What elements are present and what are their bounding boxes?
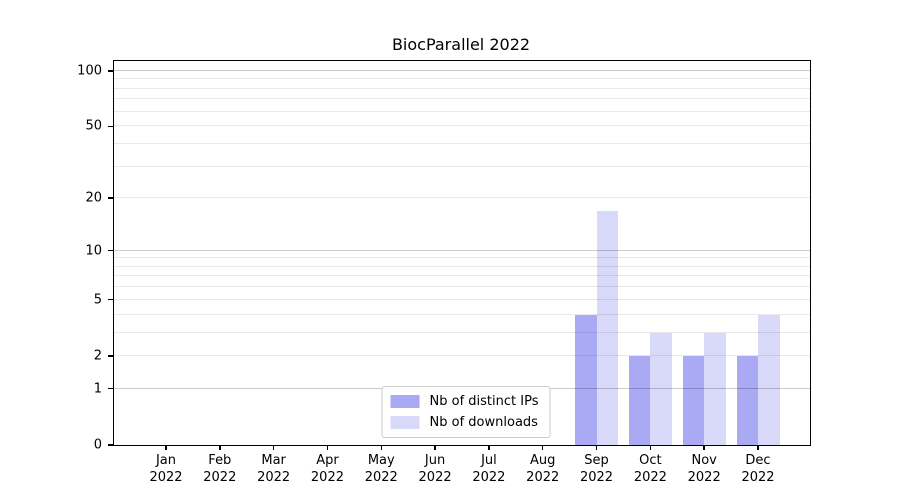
x-label-aug: Aug 2022 [526, 453, 560, 485]
x-tick-sep [595, 445, 598, 450]
gridline-minor-6 [114, 286, 810, 288]
chart-title: BiocParallel 2022 [391, 35, 531, 54]
x-label-oct: Oct 2022 [633, 453, 667, 485]
gridline-minor-7 [114, 275, 810, 277]
y-label-1: 1 [93, 381, 102, 397]
gridline-minor-8 [114, 265, 810, 267]
legend-row-distinct-ips: Nb of distinct IPs [390, 394, 539, 409]
bar-downloads-sep [596, 210, 619, 445]
y-label-100: 100 [77, 63, 102, 79]
x-tick-may [380, 445, 382, 450]
bar-downloads-dec [758, 314, 780, 445]
x-tick-oct [649, 445, 652, 450]
gridline-minor-5 [114, 298, 810, 300]
x-label-jun: Jun 2022 [418, 453, 452, 485]
x-label-sep: Sep 2022 [579, 453, 614, 485]
gridline-minor-20 [114, 197, 810, 199]
x-tick-jan [165, 445, 167, 450]
y-tick-100 [108, 70, 114, 72]
y-tick-50 [108, 125, 114, 127]
gridline-minor-70 [114, 98, 810, 100]
gridline-minor-9 [114, 257, 810, 259]
y-label-50: 50 [85, 118, 102, 134]
y-label-0: 0 [93, 437, 102, 453]
x-tick-apr [326, 445, 329, 450]
x-label-jul: Jul 2022 [472, 453, 506, 485]
gridline-minor-2 [114, 354, 810, 356]
y-tick-5 [108, 299, 114, 301]
y-tick-2 [108, 355, 114, 357]
legend-swatch-downloads-icon [390, 416, 420, 429]
legend-swatch-distinct-ips-icon [390, 395, 420, 408]
x-label-jan: Jan 2022 [149, 453, 183, 485]
bar-ips-oct [628, 355, 651, 445]
x-tick-nov [703, 445, 705, 450]
plot-area: Nb of distinct IPs Nb of downloads Jan 20… [77, 60, 811, 485]
y-label-10: 10 [85, 243, 102, 259]
legend: Nb of distinct IPs Nb of downloads [381, 386, 551, 438]
x-label-feb: Feb 2022 [203, 453, 237, 485]
x-tick-feb [219, 445, 221, 450]
x-label-may: May 2022 [364, 453, 398, 485]
gridline-minor-3 [114, 331, 810, 333]
y-label-5: 5 [93, 292, 102, 308]
x-label-apr: Apr 2022 [310, 453, 344, 485]
gridline-minor-4 [114, 313, 810, 315]
y-label-2: 2 [93, 348, 102, 364]
legend-row-downloads: Nb of downloads [390, 415, 539, 430]
y-label-20: 20 [85, 190, 102, 206]
bar-downloads-nov [704, 332, 726, 445]
gridline-major-100 [114, 69, 810, 71]
gridline-major-10 [114, 249, 810, 251]
bar-ips-nov [682, 355, 705, 445]
legend-label-distinct-ips: Nb of distinct IPs [429, 394, 539, 409]
x-tick-jul [488, 445, 490, 450]
x-label-nov: Nov 2022 [687, 453, 721, 485]
x-label-mar: Mar 2022 [257, 453, 291, 485]
bar-downloads-oct [650, 332, 672, 445]
gridline-minor-50 [114, 125, 810, 127]
x-tick-dec [757, 445, 759, 450]
y-tick-0 [108, 444, 114, 446]
x-tick-jun [434, 445, 436, 450]
x-tick-mar [272, 445, 275, 450]
bar-ips-sep [575, 314, 597, 445]
legend-label-downloads: Nb of downloads [429, 415, 538, 430]
y-tick-10 [108, 249, 114, 252]
bar-ips-dec [736, 355, 758, 445]
gridline-minor-40 [114, 142, 810, 144]
gridline-minor-30 [114, 165, 810, 167]
gridline-minor-60 [114, 110, 810, 112]
y-tick-1 [108, 388, 114, 390]
x-tick-aug [542, 445, 544, 450]
x-label-dec: Dec 2022 [741, 453, 775, 485]
y-tick-20 [108, 197, 114, 199]
gridline-minor-90 [114, 78, 810, 80]
gridline-minor-80 [114, 87, 810, 89]
